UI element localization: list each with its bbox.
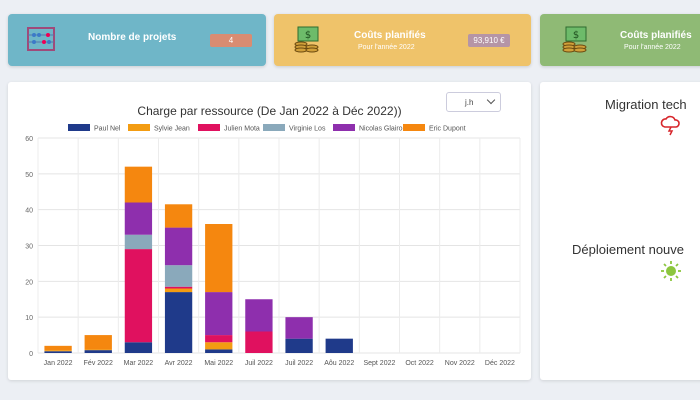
project-title[interactable]: Déploiement nouve	[572, 242, 685, 257]
workload-chart-card: 0 10 20 30 40 50 60 Jan 2022 Fév 2022 Mar 2022 Avr…	[8, 82, 531, 380]
x-tick-label: Juil 2022	[245, 360, 273, 367]
bar-segment	[245, 299, 273, 332]
bar-segment	[164, 292, 193, 353]
chart-title: Charge par ressource (De Jan 2022 à Déc …	[137, 104, 402, 118]
bar-segment	[325, 338, 353, 353]
bar-segment	[124, 342, 153, 353]
y-tick-label: 10	[25, 315, 33, 322]
kpi-costs-subtitle-2: Pour l'année 2022	[624, 44, 681, 51]
y-tick-label: 40	[25, 208, 33, 215]
storm-cloud-icon	[660, 115, 680, 136]
bar-segment	[245, 331, 273, 353]
legend-label: Virginie Los	[289, 126, 326, 133]
abacus-icon	[27, 27, 55, 51]
bar-segment	[84, 349, 112, 351]
svg-text:$: $	[305, 30, 311, 41]
kpi-projects-title: Nombre de projets	[88, 32, 177, 43]
bar-segment	[205, 335, 233, 343]
bar-segment	[205, 342, 233, 350]
x-tick-label: Avr 2022	[165, 360, 193, 367]
legend-label: Eric Dupont	[429, 126, 466, 133]
unit-select-value: j.h	[465, 98, 474, 107]
bar-segment	[164, 286, 193, 289]
x-tick-label: Nov 2022	[445, 360, 475, 367]
bar-segment	[124, 234, 153, 250]
legend-swatch	[128, 124, 150, 131]
bar-segment	[164, 227, 193, 266]
y-tick-label: 20	[25, 279, 33, 286]
bar-segment	[285, 338, 313, 353]
bar-segment	[205, 224, 233, 293]
bar-segment	[44, 345, 72, 351]
x-tick-label: Sept 2022	[363, 360, 395, 367]
bar-segment	[205, 292, 233, 336]
bar-segment	[84, 335, 112, 350]
x-tick-label: Mai 2022	[204, 360, 233, 367]
bar-segment	[44, 350, 72, 352]
legend-swatch	[263, 124, 285, 131]
legend-label: Julien Mota	[224, 126, 260, 133]
y-tick-label: 50	[25, 172, 33, 179]
workload-chart: 0 10 20 30 40 50 60 Jan 2022 Fév 2022 Mar 2022 Avr…	[25, 124, 521, 367]
bar-segment	[164, 288, 193, 293]
y-tick-label: 0	[29, 351, 33, 358]
bar-segment	[164, 204, 193, 228]
chevron-down-icon	[486, 95, 496, 105]
x-tick-label: Aôu 2022	[324, 360, 354, 367]
project-title[interactable]: Migration tech	[605, 97, 687, 112]
x-tick-label: Oct 2022	[405, 360, 434, 367]
x-tick-label: Mar 2022	[124, 360, 154, 367]
y-tick-label: 30	[25, 244, 33, 251]
bar-segment	[124, 202, 153, 235]
money-icon: $	[294, 26, 319, 53]
x-tick-label: Juil 2022	[285, 360, 313, 367]
legend-swatch	[198, 124, 220, 131]
money-icon: $	[562, 26, 587, 53]
kpi-costs-title-2: Coûts planifiés	[620, 30, 692, 41]
bar-segment	[44, 351, 72, 353]
svg-text:$: $	[573, 30, 579, 41]
kpi-costs-title: Coûts planifiés	[354, 30, 426, 41]
legend-label: Sylvie Jean	[154, 126, 190, 133]
legend-swatch	[333, 124, 355, 131]
kpi-costs-subtitle: Pour l'année 2022	[358, 44, 415, 51]
x-tick-label: Déc 2022	[485, 360, 515, 367]
bar-segment	[164, 265, 193, 287]
x-tick-label: Jan 2022	[44, 360, 73, 367]
project-weather-card: Migration tech Déploiement nouve	[540, 82, 700, 380]
kpi-projects-card: Nombre de projets 4	[8, 14, 266, 66]
x-tick-label: Fév 2022	[84, 360, 113, 367]
legend-swatch	[403, 124, 425, 131]
sun-icon	[661, 261, 681, 281]
legend-label: Paul Nel	[94, 126, 121, 133]
bar-segment	[124, 249, 153, 343]
y-tick-label: 60	[25, 136, 33, 143]
legend-label: Nicolas Glairo	[359, 126, 403, 133]
bar-segment	[285, 317, 313, 339]
kpi-costs-value: 93,910 €	[468, 34, 510, 47]
unit-select[interactable]: j.h	[446, 92, 501, 112]
kpi-projects-value: 4	[210, 34, 252, 47]
legend-swatch	[68, 124, 90, 131]
bar-segment	[124, 166, 153, 203]
kpi-costs-card: $ Coûts planifiés Pour l'année 2022 93,9…	[274, 14, 531, 66]
bar-segment	[205, 349, 233, 353]
bar-segment	[84, 350, 112, 353]
kpi-costs-card-2: $ Coûts planifiés Pour l'année 2022	[540, 14, 700, 66]
